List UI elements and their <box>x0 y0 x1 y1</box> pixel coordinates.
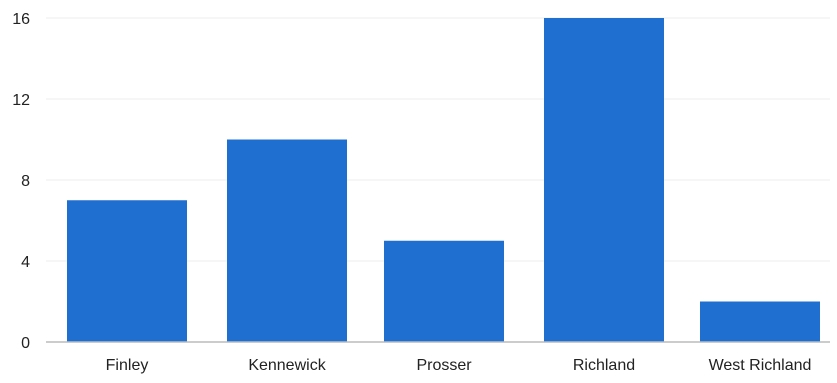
x-category-label-prosser: Prosser <box>416 357 472 374</box>
bar-kennewick[interactable] <box>227 139 347 343</box>
bar-richland[interactable] <box>544 18 664 342</box>
bar-finley[interactable] <box>67 200 187 342</box>
y-tick-label-4: 4 <box>21 254 30 271</box>
bars <box>67 18 820 342</box>
x-category-label-finley: Finley <box>106 357 149 374</box>
y-tick-label-16: 16 <box>12 11 30 28</box>
y-tick-label-8: 8 <box>21 173 30 190</box>
x-category-label-kennewick: Kennewick <box>248 357 326 374</box>
y-tick-label-12: 12 <box>12 92 30 109</box>
x-category-label-west-richland: West Richland <box>709 357 812 374</box>
x-category-label-richland: Richland <box>573 357 635 374</box>
bar-west-richland[interactable] <box>700 301 820 343</box>
y-axis-ticks: 0 4 8 12 16 <box>12 11 30 352</box>
y-tick-label-0: 0 <box>21 335 30 352</box>
bar-prosser[interactable] <box>384 240 504 342</box>
x-axis-category-labels: Finley Kennewick Prosser Richland West Richl… <box>106 357 812 374</box>
